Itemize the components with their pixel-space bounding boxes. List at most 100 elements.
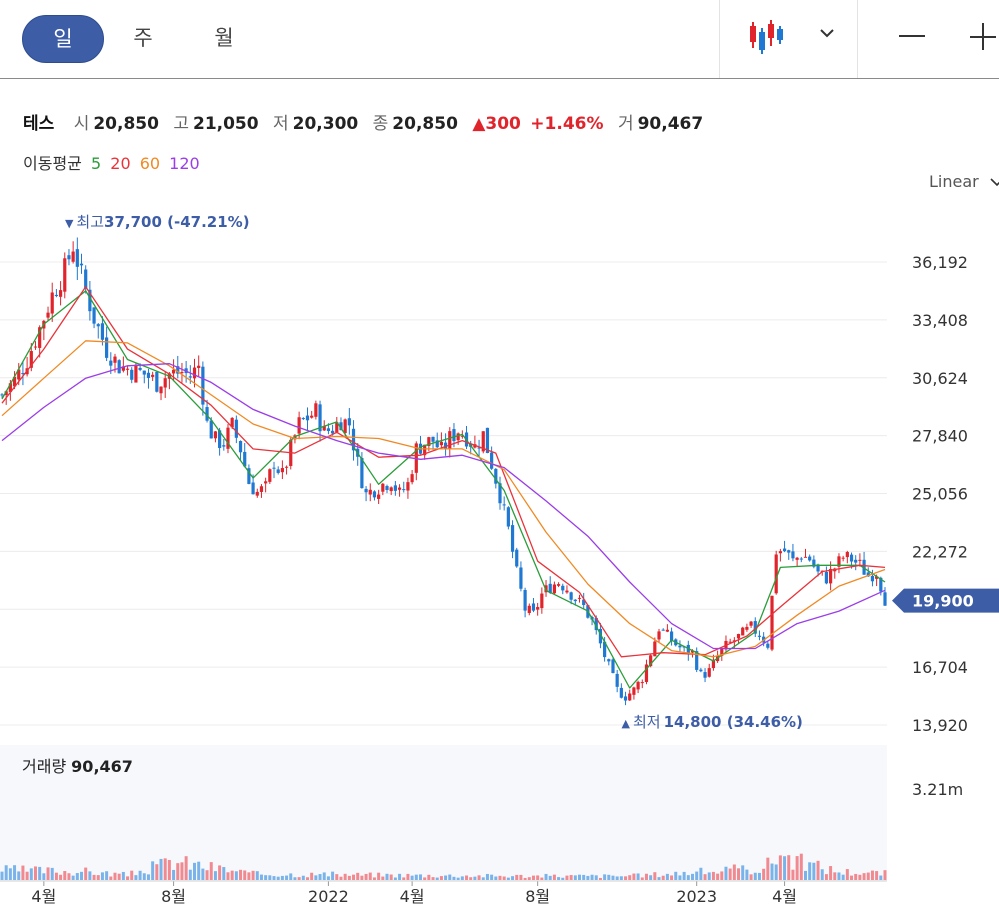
volume-bar <box>460 876 464 880</box>
candle-body <box>573 599 577 602</box>
high-label: 고 <box>173 114 189 134</box>
volume-bar <box>59 874 63 880</box>
candle-body <box>310 415 314 418</box>
candle-body <box>377 494 381 499</box>
candle-body <box>251 482 255 495</box>
volume-bar <box>628 875 632 880</box>
volume-bar <box>795 856 799 880</box>
volume-bar <box>803 870 807 880</box>
volume-bar <box>88 871 92 880</box>
candle-body <box>125 368 130 370</box>
volume-bar <box>841 874 845 880</box>
volume-bar <box>331 871 335 880</box>
volume-bar <box>247 872 251 880</box>
candle-body <box>109 360 113 366</box>
ma60-label[interactable]: 60 <box>139 154 161 173</box>
candle-body <box>92 307 96 324</box>
candle-body <box>234 419 238 438</box>
volume-bar <box>824 874 828 880</box>
volume-bar <box>456 877 460 880</box>
volume-bar <box>50 867 54 880</box>
candle-body <box>448 431 452 450</box>
volume-bar <box>640 877 644 880</box>
volume-label: 거 <box>617 114 634 134</box>
volume-bar <box>389 874 393 880</box>
volume-bar <box>368 872 372 880</box>
candle-body <box>841 557 845 559</box>
candle-body <box>159 386 163 394</box>
candle-body <box>502 504 506 506</box>
ma120-label[interactable]: 120 <box>169 154 200 173</box>
volume-bar <box>465 875 469 880</box>
volume-bar <box>603 874 607 880</box>
volume-bar <box>33 866 37 880</box>
ma20-label[interactable]: 20 <box>110 154 131 173</box>
candle-body <box>280 468 284 473</box>
candle-body <box>389 487 393 492</box>
volume-bar <box>193 862 197 880</box>
volume-bar <box>8 868 12 880</box>
volume-bar <box>402 877 406 880</box>
candle-body <box>607 659 611 662</box>
volume-bar <box>686 875 690 880</box>
candlestick-icon[interactable] <box>748 20 788 56</box>
time-axis-label: 8월 <box>161 887 186 906</box>
period-week-button[interactable]: 주 <box>133 26 153 50</box>
volume-bar <box>590 874 594 880</box>
candle-body <box>38 327 42 348</box>
volume-bar <box>703 874 707 880</box>
volume-bar <box>410 875 414 880</box>
ma120-line <box>1 363 886 650</box>
candle-body <box>0 394 4 396</box>
volume-bar <box>276 876 280 880</box>
volume-bar <box>757 872 761 880</box>
candle-body <box>54 294 59 297</box>
moving-average-lines <box>1 286 886 689</box>
candle-body <box>209 420 213 439</box>
candle-body <box>636 681 640 690</box>
candlestick-series <box>0 237 887 706</box>
volume-bar <box>875 871 879 880</box>
toolbar-divider <box>857 0 858 78</box>
volume-bar <box>264 875 268 880</box>
candle-body <box>523 589 527 611</box>
ma5-label[interactable]: 5 <box>90 154 102 173</box>
candle-body <box>703 672 707 678</box>
volume-bar <box>829 866 833 880</box>
candle-body <box>456 433 460 441</box>
candle-body <box>460 435 464 437</box>
candle-body <box>427 437 431 446</box>
volume-bar <box>778 855 782 880</box>
candle-body <box>849 554 854 562</box>
stock-name: 테스 <box>23 114 55 134</box>
candle-body <box>213 431 218 439</box>
volume-bar <box>862 873 866 880</box>
volume-bar <box>548 875 552 880</box>
volume-bar <box>854 873 858 880</box>
low-label: 저 <box>273 114 289 134</box>
candle-body <box>205 407 209 421</box>
zoom-in-plus-icon[interactable] <box>968 20 998 50</box>
volume-bar <box>347 875 351 880</box>
volume-bar <box>665 873 669 880</box>
candle-body <box>552 584 556 594</box>
candle-body <box>757 635 762 637</box>
volume-bar <box>452 876 456 880</box>
volume-bar <box>335 874 339 880</box>
ma60-line <box>1 340 886 658</box>
candle-body <box>749 621 753 626</box>
candle-body <box>435 440 439 448</box>
zoom-out-minus-icon[interactable] <box>898 22 926 50</box>
candle-body <box>71 251 75 262</box>
chevron-down-icon[interactable] <box>818 24 836 42</box>
volume-bar <box>783 856 787 880</box>
candle-body <box>452 429 456 442</box>
candle-body <box>272 467 276 469</box>
period-month-button[interactable]: 월 <box>214 26 234 50</box>
volume-bar <box>858 874 862 880</box>
scale-mode-select[interactable]: Linear <box>929 172 999 191</box>
volume-bar <box>682 871 686 880</box>
period-day-button[interactable]: 일 <box>22 15 104 63</box>
candle-body <box>824 571 829 584</box>
